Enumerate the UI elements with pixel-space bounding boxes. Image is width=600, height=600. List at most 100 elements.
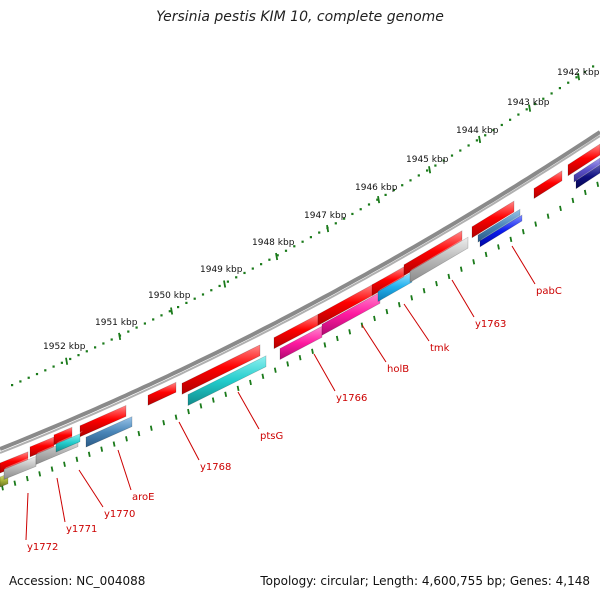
inner-dot xyxy=(323,342,327,348)
gene-block-red-bevel xyxy=(318,280,377,315)
gene-block-cyan-bevel xyxy=(56,430,83,444)
scale-dot xyxy=(243,271,246,275)
inner-dot xyxy=(410,295,414,301)
scale-tick xyxy=(223,280,227,288)
scale-dot xyxy=(268,258,271,261)
scale-dot xyxy=(492,129,495,132)
scale-tick xyxy=(428,166,432,174)
gene-block-red xyxy=(567,143,600,177)
scale-tick-labels: 1942 kbp 1943 kbp 1944 kbp 1945 kbp 1946… xyxy=(43,68,600,352)
inner-dot xyxy=(348,329,352,335)
scale-dot xyxy=(44,369,47,372)
gene-track xyxy=(0,142,600,488)
gene-label: y1768 xyxy=(200,462,231,473)
leader-line xyxy=(451,279,475,318)
scale-dot xyxy=(334,222,337,225)
inner-dot xyxy=(447,273,451,280)
scale-label: 1946 kbp xyxy=(355,183,398,193)
inner-dot xyxy=(125,436,128,442)
scale-label: 1952 kbp xyxy=(43,342,86,352)
inner-dot xyxy=(162,420,166,426)
scale-dot xyxy=(85,350,88,353)
gene-block-magenta xyxy=(321,291,381,336)
scale-dot xyxy=(384,193,387,197)
scale-dot xyxy=(201,293,205,296)
scale-dot xyxy=(367,203,371,206)
accession-text: Accession: NC_004088 xyxy=(9,574,146,588)
inner-dot xyxy=(224,391,228,397)
gene-block-magenta-bevel xyxy=(322,289,383,325)
scale-dot xyxy=(583,70,586,73)
gene-block-gray xyxy=(3,455,37,480)
scale-label: 1943 kbp xyxy=(507,98,550,108)
gene-label: ptsG xyxy=(260,431,283,442)
scale-tick xyxy=(528,104,532,112)
inner-dot xyxy=(25,475,29,482)
gene-block-red-bevel xyxy=(30,433,57,447)
gene-block-red xyxy=(317,283,375,326)
scale-tick xyxy=(65,357,69,365)
inner-dot xyxy=(149,425,153,431)
scale-dot xyxy=(27,376,30,379)
scale-dot xyxy=(135,326,138,329)
scale-dot xyxy=(459,149,462,152)
inner-dot xyxy=(559,205,562,212)
inner-dot xyxy=(373,315,376,322)
inner-dot xyxy=(534,221,538,227)
gene-block-gray-bevel xyxy=(4,453,39,470)
inner-dot xyxy=(385,308,389,315)
gene-block-gray xyxy=(409,236,469,283)
gene-label: y1770 xyxy=(104,509,135,520)
gene-block-red-bevel xyxy=(148,379,179,396)
gene-block-navy-bevel xyxy=(576,164,600,181)
inner-dot xyxy=(435,280,438,287)
scale-tick xyxy=(326,224,330,233)
gene-block-magenta-bevel xyxy=(280,323,325,349)
scale-label: 1948 kbp xyxy=(252,238,295,248)
scale-dot xyxy=(284,249,288,252)
scale-tick xyxy=(377,195,381,204)
scale-dot xyxy=(409,179,412,182)
scale-label: 1949 kbp xyxy=(200,265,243,275)
scale-dot xyxy=(260,263,263,266)
gene-block-red-bevel xyxy=(0,448,31,463)
inner-dot xyxy=(286,361,290,367)
inner-dot xyxy=(311,348,314,355)
scale-dot xyxy=(77,354,80,357)
gene-block-red-bevel xyxy=(404,227,465,265)
inner-dot xyxy=(422,288,426,294)
scale-dot xyxy=(210,289,213,292)
topology-summary: Topology: circular; Length: 4,600,755 bp… xyxy=(260,574,590,588)
scale-dot xyxy=(426,169,429,172)
scale-dot xyxy=(276,254,279,257)
gene-block-red-bevel xyxy=(54,424,75,435)
scale-dot xyxy=(226,280,229,283)
scale-dot xyxy=(525,108,528,111)
scale-label: 1945 kbp xyxy=(406,155,449,165)
scale-dot xyxy=(218,284,221,288)
scale-dot xyxy=(475,139,478,142)
gene-block-steel xyxy=(85,416,133,448)
scale-dot xyxy=(127,330,130,333)
gene-block-steel-bevel xyxy=(478,206,523,236)
inner-dot xyxy=(75,456,79,462)
inner-dot xyxy=(472,259,476,265)
inner-dot xyxy=(335,335,339,342)
scale-dot xyxy=(434,164,437,167)
inner-dot xyxy=(261,373,265,380)
scale-dot xyxy=(558,86,561,90)
scale-dot xyxy=(177,305,180,309)
scale-dot xyxy=(235,276,238,279)
gene-block-purple xyxy=(573,157,600,183)
inner-dot xyxy=(298,355,302,361)
scale-dot xyxy=(359,208,362,211)
scale-dot xyxy=(309,236,312,239)
scale-dot xyxy=(11,384,14,387)
scale-dot xyxy=(251,267,254,270)
gene-block-sky xyxy=(377,271,413,303)
gene-block-red-bevel xyxy=(274,311,321,338)
scale-tick xyxy=(275,252,279,261)
leader-line xyxy=(511,245,536,285)
scale-dot xyxy=(517,113,520,116)
